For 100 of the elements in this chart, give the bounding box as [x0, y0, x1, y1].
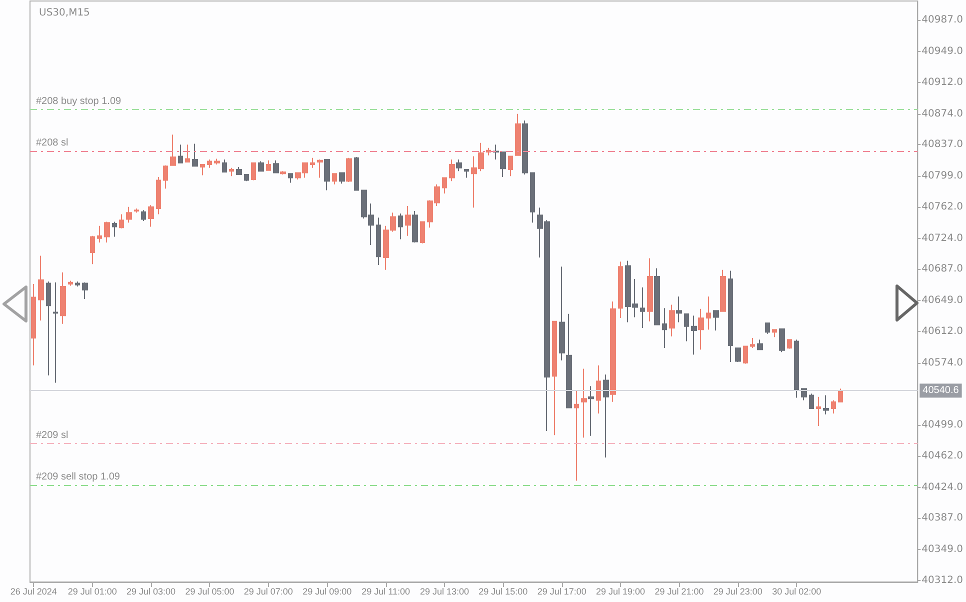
ref-line-label: 40540.6 [922, 385, 960, 396]
candlestick [126, 206, 132, 224]
candlestick [581, 368, 587, 438]
candlestick [376, 217, 381, 266]
candlestick [449, 159, 455, 182]
y-tick-label: 40574.0 [922, 357, 964, 368]
candlestick [354, 156, 359, 191]
candlestick [405, 206, 411, 236]
candlestick [772, 329, 777, 338]
x-tick-label: 29 Jul 13:00 [420, 586, 470, 596]
candlestick [787, 339, 792, 350]
candlestick [610, 300, 616, 402]
candlestick [831, 400, 836, 414]
candlestick [552, 320, 557, 436]
x-tick-label: 29 Jul 19:00 [596, 586, 646, 596]
candlestick [750, 337, 755, 348]
candlestick [222, 159, 227, 172]
candlestick [442, 177, 447, 194]
candlestick [559, 266, 565, 361]
candlestick [38, 255, 44, 322]
candlestick [588, 386, 594, 436]
candlestick [46, 281, 51, 376]
candlestick [310, 157, 315, 168]
candlestick [324, 159, 330, 191]
x-tick-label: 29 Jul 07:00 [244, 586, 293, 596]
candlestick [236, 166, 242, 175]
candlestick [90, 235, 95, 265]
y-tick-label: 40649.0 [922, 295, 964, 306]
candlestick [339, 172, 345, 184]
y-tick-label: 40312.0 [922, 574, 964, 586]
candlestick [566, 313, 572, 408]
ref-line-label: #208 sl [36, 138, 68, 149]
candlestick [603, 374, 609, 458]
candlestick [75, 281, 80, 288]
candlestick [266, 160, 271, 171]
candlestick [728, 270, 733, 363]
y-tick-label: 40387.0 [922, 512, 964, 524]
y-tick-label: 40612.0 [922, 326, 964, 337]
x-tick-label: 29 Jul 15:00 [478, 586, 528, 596]
candlestick [53, 282, 58, 384]
ref-line-label: #209 sl [36, 430, 68, 441]
candlestick [654, 268, 660, 326]
candlestick [134, 208, 139, 214]
candlestick [640, 286, 645, 329]
candlestick [757, 339, 763, 350]
x-tick-label: 29 Jul 11:00 [362, 586, 410, 596]
ref-line-label: #208 buy stop 1.09 [36, 96, 122, 108]
candlestick [185, 144, 190, 163]
y-tick-label: 40874.0 [922, 108, 964, 120]
candlestick [192, 143, 198, 167]
y-tick-label: 40762.0 [922, 201, 964, 212]
text: US30,M15 [39, 8, 90, 18]
candlestick [618, 261, 623, 319]
candlestick [119, 214, 124, 229]
x-tick-label: 29 Jul 01:00 [68, 586, 117, 596]
candlestick [398, 212, 403, 240]
x-tick-label: 29 Jul 21:00 [654, 586, 704, 596]
candlestick [97, 225, 102, 244]
candlestick [280, 170, 286, 175]
candlestick [273, 160, 279, 174]
candlestick [779, 328, 785, 353]
y-tick-label: 40687.0 [922, 264, 964, 275]
candlestick [508, 156, 513, 177]
candlestick [662, 308, 667, 348]
candlestick [332, 173, 337, 185]
x-tick-label: 26 Jul 2024 [10, 586, 57, 596]
candlestick [720, 269, 726, 312]
x-tick-label: 29 Jul 03:00 [126, 586, 176, 596]
candlestick [669, 304, 675, 337]
y-tick-label: 40499.0 [922, 420, 964, 431]
candlestick [251, 162, 256, 181]
candlestick [691, 315, 697, 356]
y-tick-label: 40462.0 [922, 450, 964, 462]
x-tick-label: 29 Jul 05:00 [185, 586, 234, 596]
candlestick [170, 134, 176, 166]
candlestick [464, 168, 469, 178]
candlestick [735, 347, 741, 363]
candlestick [412, 210, 418, 244]
candlestick [156, 176, 161, 215]
candlestick [82, 282, 88, 300]
candlestick [530, 172, 535, 224]
candlestick [258, 160, 264, 172]
candlestick [596, 364, 601, 414]
candlestick [317, 159, 323, 178]
candlestick [31, 284, 36, 366]
candlestick [288, 173, 293, 184]
x-tick-label: 29 Jul 23:00 [713, 586, 762, 596]
y-tick-label: 40912.0 [922, 76, 964, 88]
x-tick-label: 29 Jul 09:00 [302, 586, 352, 596]
y-tick-label: 40799.0 [922, 170, 964, 182]
candlestick [456, 159, 462, 172]
candlestick [229, 167, 234, 177]
y-tick-label: 40837.0 [922, 139, 964, 150]
ref-line-label: #209 sell stop 1.09 [36, 471, 120, 482]
candlestick [809, 393, 814, 410]
candlestick [214, 158, 220, 166]
candlestick [515, 113, 521, 156]
candlestick [112, 221, 117, 238]
candlestick [141, 210, 146, 222]
candlestick [698, 308, 704, 350]
